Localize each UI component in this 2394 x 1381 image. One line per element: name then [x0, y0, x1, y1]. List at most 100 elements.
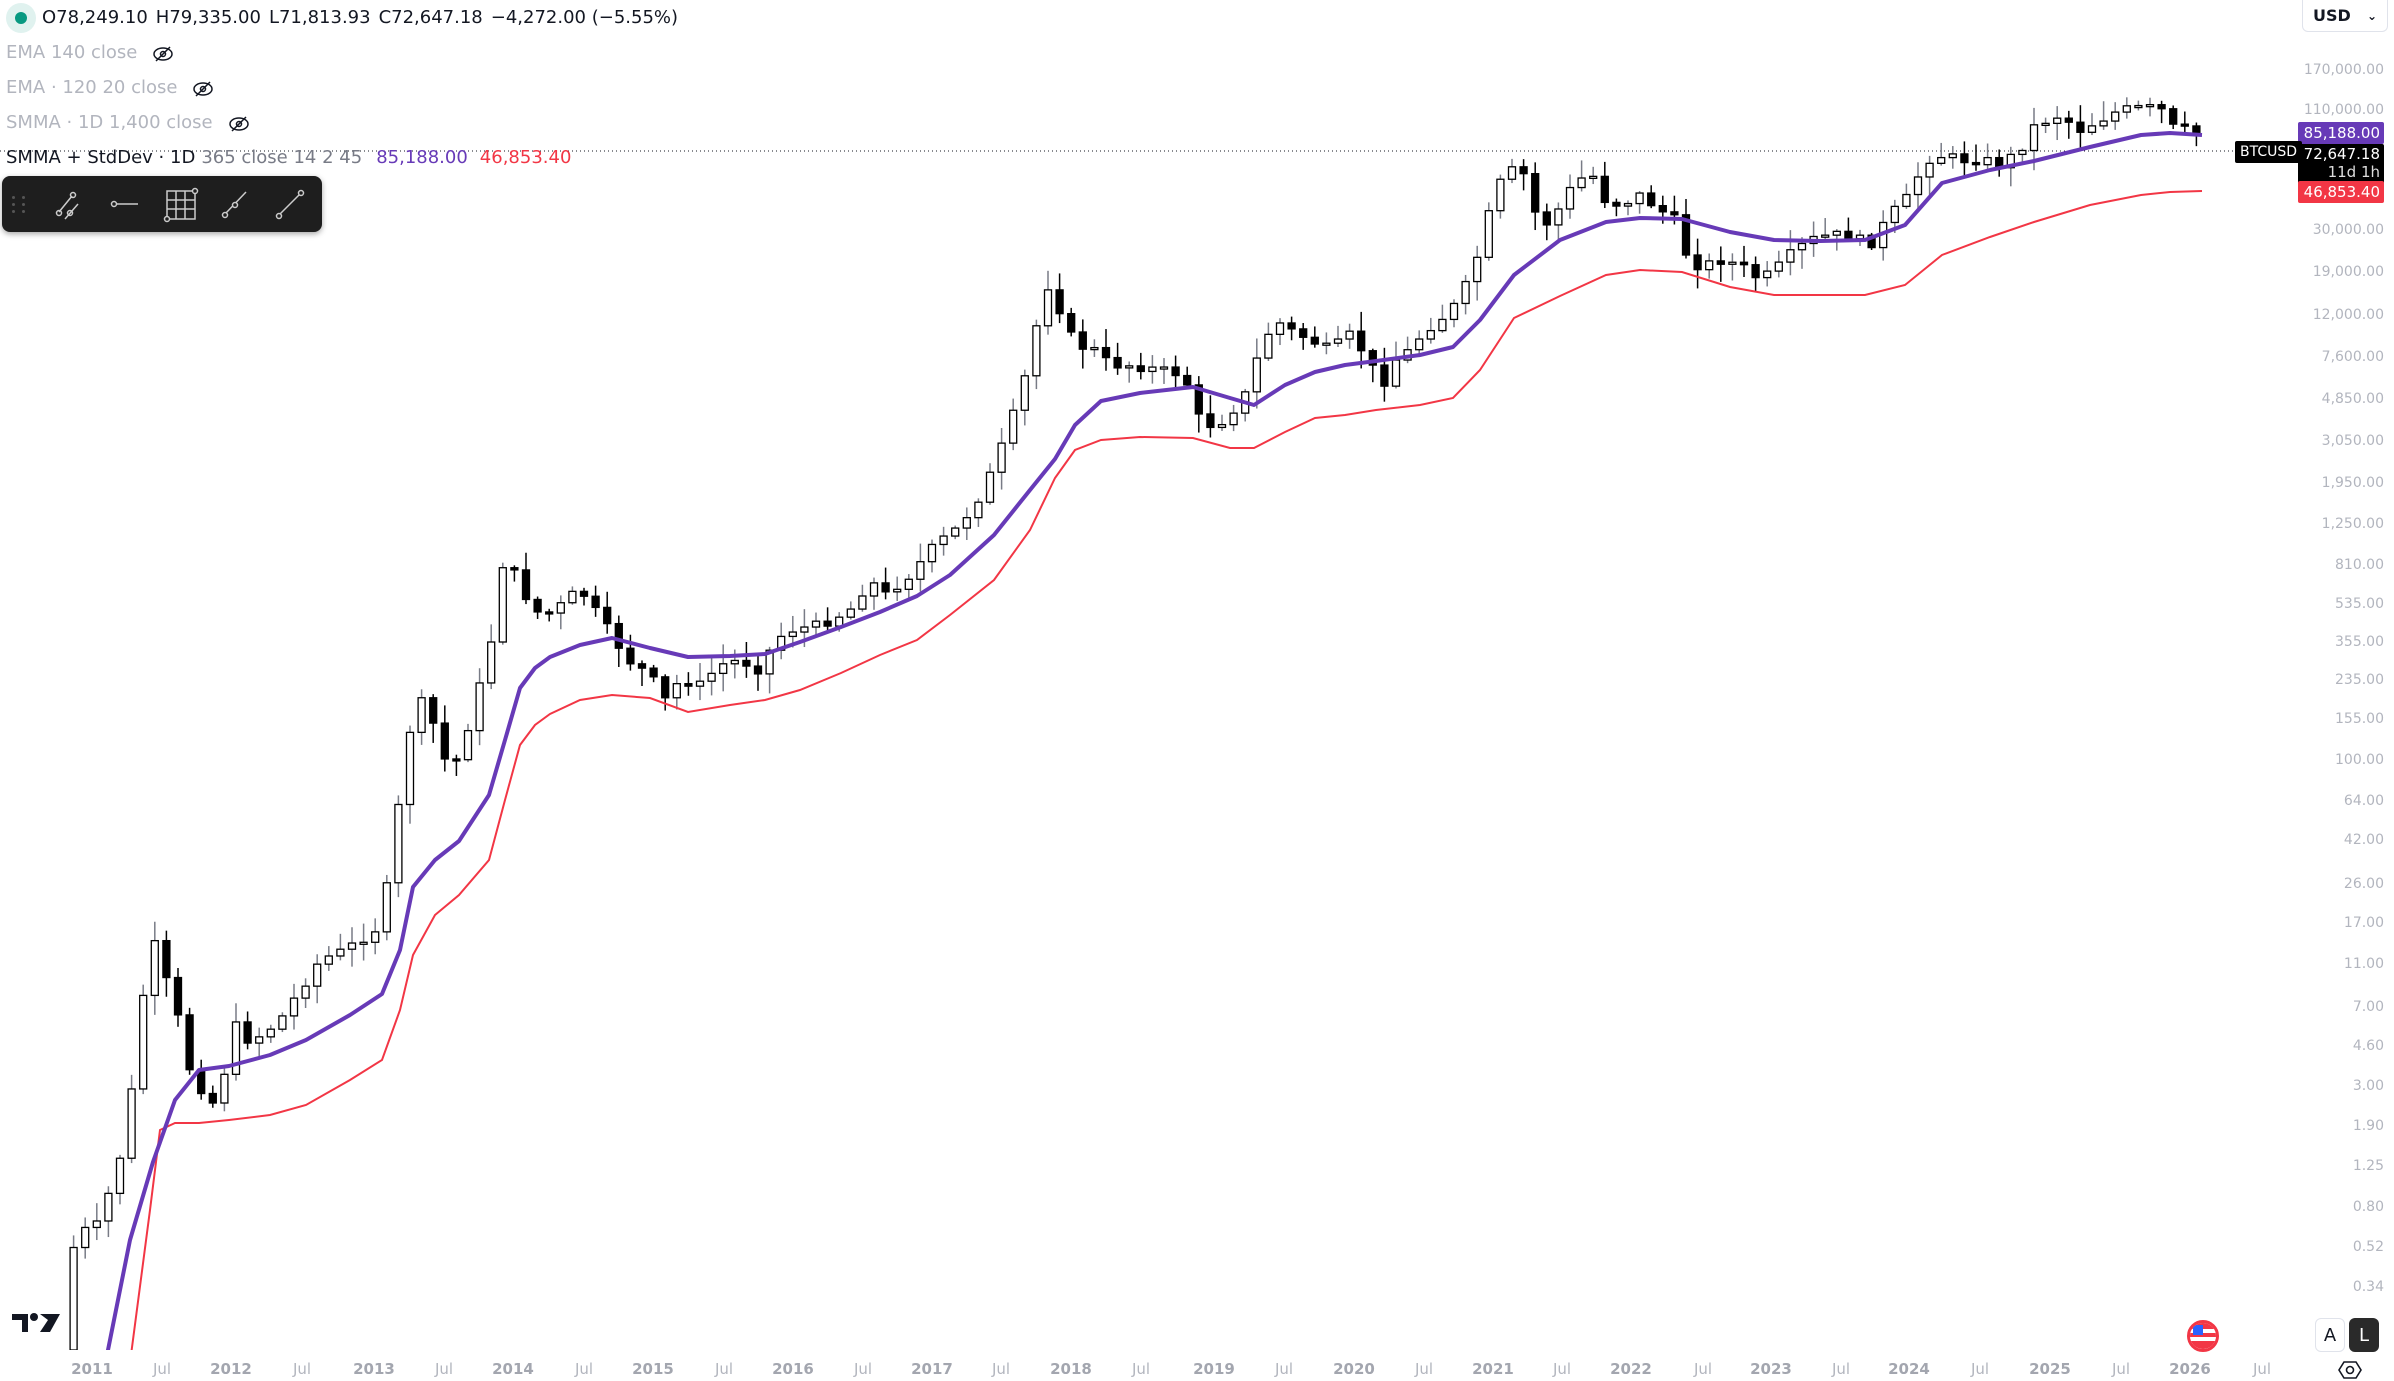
indicator-smma-1400[interactable]: SMMA · 1D 1,400 close: [6, 105, 686, 140]
candle: [1217, 423, 1227, 429]
candle: [1983, 156, 1992, 166]
candle: [405, 731, 415, 806]
candle: [730, 659, 739, 665]
price-tick-label: 30,000.00: [2312, 222, 2384, 238]
candle: [1020, 375, 1029, 411]
candle: [347, 942, 357, 950]
candle: [104, 1192, 113, 1222]
fib-grid-tool[interactable]: [156, 180, 202, 228]
candle: [1206, 413, 1215, 429]
drag-handle[interactable]: [12, 189, 26, 219]
candle: [2169, 108, 2178, 125]
candle: [1531, 173, 1540, 213]
ohlc-low: L71,813.93: [268, 7, 371, 28]
eye-off-icon[interactable]: [191, 80, 215, 97]
price-tick-label: 17.00: [2343, 915, 2384, 931]
price-tick-label: 170,000.00: [2303, 62, 2384, 78]
time-axis[interactable]: 2011 Jul 2012 Jul 2013 Jul 2014 Jul 2015 Jul 2016 J…: [0, 1350, 2290, 1381]
candle: [1055, 289, 1064, 315]
candle: [1600, 175, 1609, 204]
eye-off-icon[interactable]: [227, 115, 251, 132]
us-flag-icon[interactable]: [2187, 1320, 2219, 1352]
horizontal-ray-tool[interactable]: [101, 180, 147, 228]
candle: [1844, 230, 1853, 240]
candle: [1890, 205, 1899, 224]
candle: [951, 527, 960, 537]
indicator-ema-140[interactable]: EMA 140 close: [6, 35, 686, 70]
eye-off-icon[interactable]: [151, 45, 175, 62]
candle: [1542, 211, 1551, 226]
chart-plot-area[interactable]: [0, 0, 2290, 1356]
candle: [185, 1014, 194, 1071]
candle: [1345, 330, 1354, 340]
price-tick-label: 235.00: [2335, 672, 2384, 688]
candle: [1264, 333, 1273, 359]
candle: [487, 641, 496, 684]
candle: [1705, 260, 1714, 271]
candle: [1577, 177, 1586, 189]
settings-gear-icon[interactable]: [2338, 1360, 2362, 1380]
candle: [2157, 104, 2166, 110]
candle: [869, 582, 879, 597]
trend-line-icon: [275, 189, 305, 220]
candle: [1171, 366, 1180, 377]
currency-label: USD: [2313, 6, 2351, 25]
candle: [1148, 366, 1157, 373]
candle: [1728, 261, 1737, 265]
time-tick-label: 2016: [772, 1360, 814, 1378]
candle: [614, 622, 623, 649]
price-tick-label: 3,050.00: [2321, 433, 2384, 449]
candle: [858, 595, 867, 610]
candle: [1125, 365, 1134, 369]
tradingview-logo-icon[interactable]: [12, 1312, 60, 1334]
bar-countdown: 11d 1h: [2327, 163, 2380, 181]
extended-line-tool[interactable]: [212, 180, 258, 228]
time-tick-label: 2023: [1750, 1360, 1792, 1378]
candle: [150, 939, 159, 997]
time-tick-label: 2015: [632, 1360, 674, 1378]
time-tick-label: Jul: [714, 1360, 734, 1378]
candle: [1751, 264, 1760, 279]
time-tick-label: Jul: [853, 1360, 873, 1378]
candle: [661, 676, 670, 699]
candle: [92, 1220, 101, 1229]
candle: [1391, 359, 1401, 387]
time-tick-label: Jul: [1552, 1360, 1572, 1378]
indicator-smma-stddev[interactable]: SMMA + StdDev · 1D 365 close 14 2 45 85,…: [6, 140, 686, 175]
candlestick-series: [69, 97, 2201, 1355]
candle: [626, 647, 635, 665]
candle: [162, 939, 171, 979]
parallel-channel-icon: [55, 191, 79, 220]
candle: [2064, 117, 2073, 123]
auto-scale-button[interactable]: A: [2315, 1318, 2345, 1352]
symbol-label: BTCUSD: [2235, 141, 2303, 163]
indicator-ema-120-20[interactable]: EMA · 120 20 close: [6, 70, 686, 105]
candle: [927, 543, 937, 563]
log-scale-button[interactable]: L: [2349, 1318, 2379, 1352]
candle: [1821, 234, 1830, 238]
candle: [255, 1036, 264, 1044]
time-tick-label: Jul: [152, 1360, 172, 1378]
candle: [1960, 153, 1969, 164]
candle: [1681, 214, 1691, 256]
candle: [278, 1015, 287, 1030]
candle: [568, 590, 577, 604]
candle: [1461, 280, 1470, 305]
candle: [1589, 175, 1598, 180]
candle: [1322, 342, 1331, 346]
candle: [452, 758, 461, 762]
currency-selector[interactable]: USD ⌄: [2302, 0, 2388, 32]
parallel-channel-tool[interactable]: [46, 180, 92, 228]
candle: [1554, 208, 1563, 226]
price-tick-label: 810.00: [2335, 557, 2384, 573]
price-tick-label: 1.90: [2352, 1118, 2384, 1134]
market-status-icon[interactable]: [6, 2, 36, 33]
candle: [382, 882, 391, 933]
price-chart[interactable]: [0, 0, 2290, 1356]
time-tick-label: 2012: [210, 1360, 252, 1378]
price-axis[interactable]: 170,000.00 110,000.00 30,000.00 19,000.00 12…: [2290, 0, 2394, 1350]
candle: [243, 1021, 252, 1044]
trend-line-tool[interactable]: [267, 180, 313, 228]
price-tick-label: 7,600.00: [2321, 349, 2384, 365]
candle: [2076, 121, 2085, 133]
